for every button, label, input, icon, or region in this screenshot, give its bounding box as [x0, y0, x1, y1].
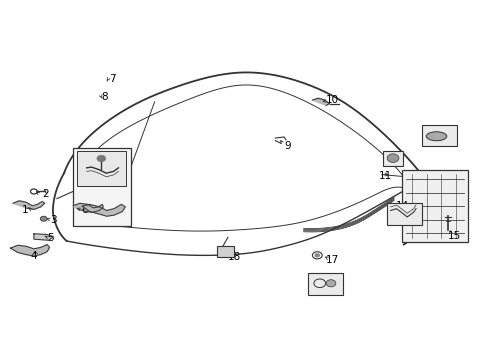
Circle shape	[97, 155, 106, 162]
Text: 16: 16	[325, 277, 339, 287]
Bar	[217, 246, 234, 257]
Bar	[77, 150, 126, 186]
Text: 5: 5	[47, 233, 54, 243]
Circle shape	[315, 253, 320, 257]
Text: 10: 10	[325, 95, 339, 105]
Bar	[422, 126, 457, 146]
Text: 7: 7	[109, 74, 116, 84]
Text: 1: 1	[22, 206, 28, 216]
Text: 4: 4	[30, 251, 37, 261]
Polygon shape	[10, 244, 49, 256]
Bar	[402, 170, 468, 242]
Text: 14: 14	[396, 201, 409, 211]
Polygon shape	[73, 203, 103, 212]
Text: 11: 11	[379, 171, 392, 181]
Text: 8: 8	[101, 92, 108, 102]
Text: 18: 18	[228, 252, 241, 262]
Bar	[387, 203, 422, 225]
Text: 12: 12	[384, 150, 397, 161]
Circle shape	[326, 280, 336, 287]
Polygon shape	[34, 234, 53, 240]
Bar	[308, 273, 343, 295]
Polygon shape	[313, 98, 330, 105]
Polygon shape	[13, 201, 45, 210]
Text: 17: 17	[325, 255, 339, 265]
Text: 3: 3	[50, 215, 57, 225]
Bar	[383, 150, 403, 166]
Text: 13: 13	[423, 126, 436, 135]
Circle shape	[387, 154, 399, 162]
Text: 2: 2	[42, 189, 49, 199]
Polygon shape	[82, 204, 125, 216]
Text: 6: 6	[81, 206, 88, 216]
Ellipse shape	[426, 132, 447, 141]
Circle shape	[40, 216, 47, 221]
Text: 9: 9	[285, 141, 292, 151]
Bar	[73, 148, 131, 226]
Text: 15: 15	[447, 231, 461, 240]
